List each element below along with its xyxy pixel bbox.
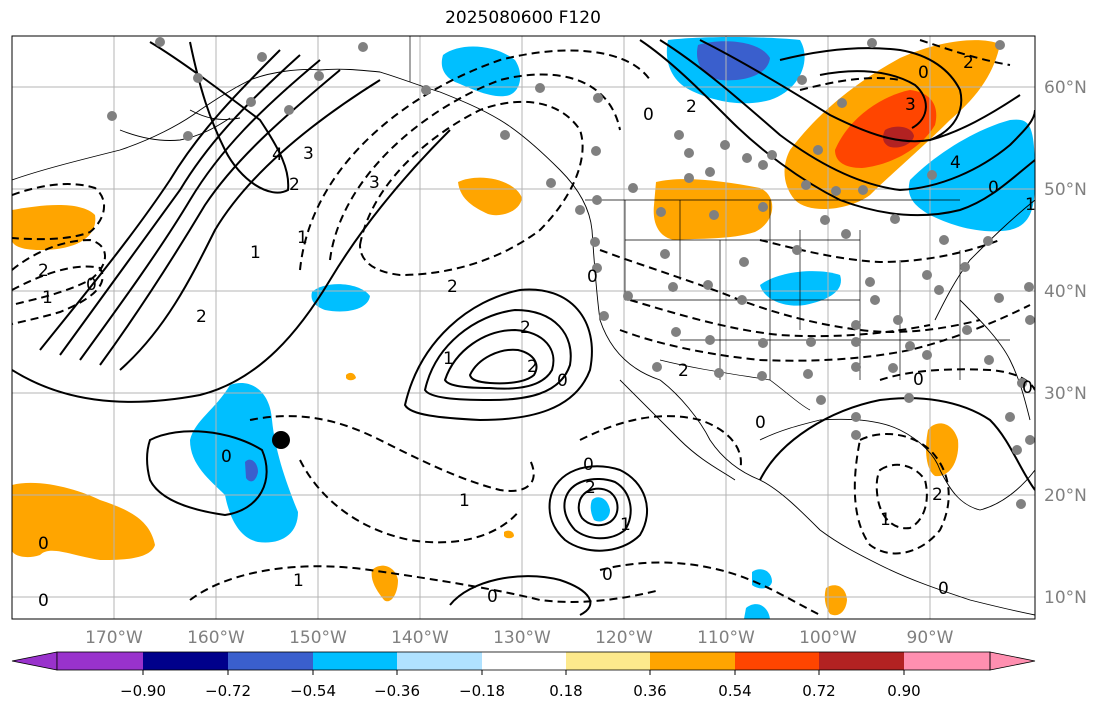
contour-label: 2 xyxy=(686,97,697,117)
map-title: 2025080600 F120 xyxy=(445,8,601,28)
contour-label: 0 xyxy=(557,371,568,391)
colorbar-tick-label: −0.36 xyxy=(374,682,420,700)
contour-label: 1 xyxy=(297,228,308,248)
contour-label: 2 xyxy=(585,478,596,498)
colorbar-bin xyxy=(819,652,904,670)
contour-label: 2 xyxy=(38,261,49,281)
contour-label: 0 xyxy=(988,178,999,198)
colorbar-extend-high xyxy=(989,651,1036,671)
colorbar-bin xyxy=(313,652,397,670)
contour-label: 0 xyxy=(38,534,49,554)
lon-label: 160°W xyxy=(187,628,245,648)
contour-label: 0 xyxy=(938,579,949,599)
lat-label: 40°N xyxy=(1044,282,1087,302)
lon-label: 130°W xyxy=(493,628,551,648)
contour-label: 1 xyxy=(459,491,470,511)
contour-label: 3 xyxy=(905,95,916,115)
contour-label: 2 xyxy=(289,175,300,195)
lat-label: 10°N xyxy=(1044,588,1087,608)
contour-label: 0 xyxy=(755,413,766,433)
contour-labels: 0 0 0 0 0 0 0 0 0 0 0 0 0 0 0 0 2 2 2 2 … xyxy=(38,53,1036,611)
colorbar-tick-label: 0.18 xyxy=(549,682,582,700)
contour-label: 1 xyxy=(250,243,261,263)
contour-label: 4 xyxy=(272,145,283,165)
station-markers xyxy=(107,37,1035,509)
colorbar-bin xyxy=(735,652,819,670)
storm-center-marker xyxy=(272,431,290,449)
contour-label: 0 xyxy=(602,565,613,585)
colorbar-tick-label: −0.18 xyxy=(459,682,505,700)
colorbar: −0.90 −0.72 −0.54 −0.36 −0.18 0.18 0.36 … xyxy=(11,651,1036,700)
contour-label: 1 xyxy=(620,515,631,535)
contour-label: 1 xyxy=(443,349,454,369)
contour-label: 2 xyxy=(196,307,207,327)
contour-label: 0 xyxy=(587,267,598,287)
colorbar-bin xyxy=(566,652,650,670)
lon-label: 140°W xyxy=(391,628,449,648)
lon-label: 110°W xyxy=(697,628,755,648)
positive-anomaly-shading xyxy=(12,40,1000,616)
lat-label: 30°N xyxy=(1044,384,1087,404)
lon-label: 150°W xyxy=(289,628,347,648)
contour-label: 0 xyxy=(221,447,232,467)
contour-label: 0 xyxy=(918,63,929,83)
contour-label: 0 xyxy=(38,591,49,611)
colorbar-extend-low xyxy=(11,651,58,671)
contour-label: 0 xyxy=(86,275,97,295)
colorbar-tick-label: −0.72 xyxy=(205,682,251,700)
colorbar-tick-label: −0.90 xyxy=(120,682,166,700)
contour-label: 2 xyxy=(447,277,458,297)
contour-label: 1 xyxy=(293,571,304,591)
lat-lon-grid xyxy=(12,36,1035,619)
solid-contours xyxy=(12,39,1035,616)
contour-label: 0 xyxy=(583,455,594,475)
longitude-labels: 170°W 160°W 150°W 140°W 130°W 120°W 110°… xyxy=(85,628,954,648)
colorbar-bin xyxy=(650,652,735,670)
contour-label: 2 xyxy=(527,357,538,377)
lat-label: 20°N xyxy=(1044,486,1087,506)
lat-label: 60°N xyxy=(1044,78,1087,98)
contour-label: 1 xyxy=(42,288,53,308)
contour-label: 3 xyxy=(369,173,380,193)
colorbar-bin xyxy=(397,652,482,670)
lat-label: 50°N xyxy=(1044,180,1087,200)
contour-label: 2 xyxy=(520,318,531,338)
contour-label: 0 xyxy=(487,587,498,607)
contour-label: 2 xyxy=(678,361,689,381)
contour-label: 3 xyxy=(303,144,314,164)
colorbar-tick-label: −0.54 xyxy=(290,682,336,700)
contour-label: 2 xyxy=(963,53,974,73)
colorbar-bin xyxy=(57,652,143,670)
colorbar-tick-label: 0.72 xyxy=(802,682,835,700)
lon-label: 100°W xyxy=(799,628,857,648)
contour-label: 0 xyxy=(643,105,654,125)
lon-label: 170°W xyxy=(85,628,143,648)
contour-label: 1 xyxy=(880,510,891,530)
colorbar-bin xyxy=(904,652,990,670)
contour-label: 0 xyxy=(1022,378,1033,398)
map-frame xyxy=(11,35,1036,620)
lon-label: 120°W xyxy=(595,628,653,648)
contour-label: 4 xyxy=(950,153,961,173)
colorbar-bin xyxy=(228,652,313,670)
colorbar-tick-label: 0.90 xyxy=(887,682,920,700)
lon-label: 90°W xyxy=(907,628,954,648)
colorbar-bin xyxy=(143,652,228,670)
contour-label: 2 xyxy=(932,485,943,505)
colorbar-bin xyxy=(482,652,566,670)
contour-label: 1 xyxy=(1025,195,1036,215)
colorbar-tick-label: 0.54 xyxy=(718,682,751,700)
latitude-labels: 60°N 50°N 40°N 30°N 20°N 10°N xyxy=(1044,78,1087,608)
colorbar-tick-label: 0.36 xyxy=(633,682,666,700)
contour-label: 0 xyxy=(913,370,924,390)
